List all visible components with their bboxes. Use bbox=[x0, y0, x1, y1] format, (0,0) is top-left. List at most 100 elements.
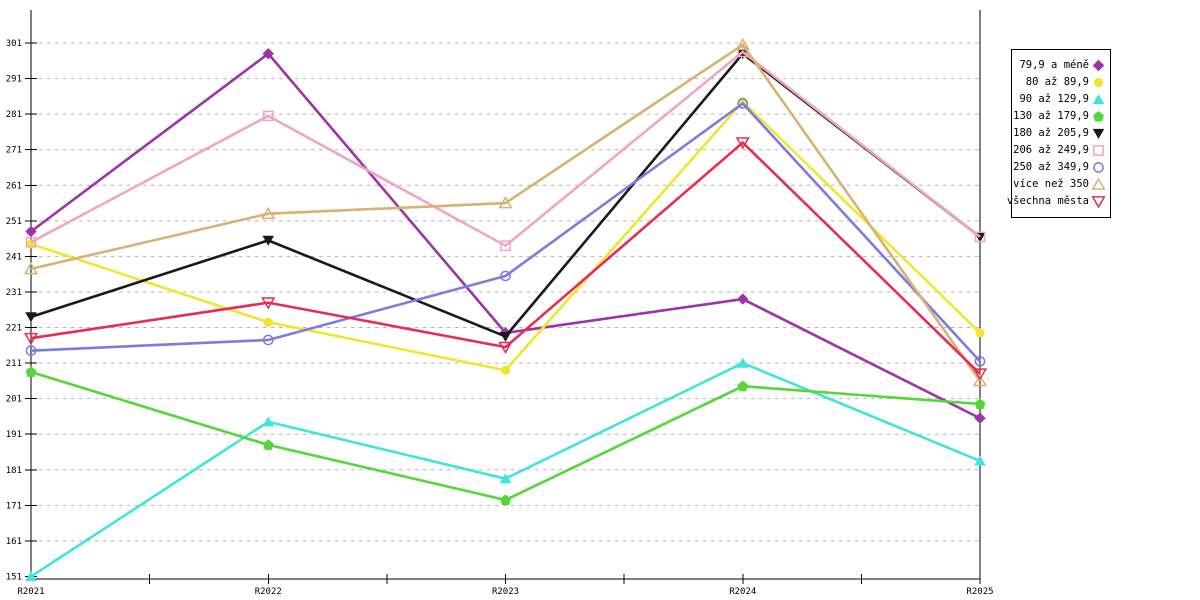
triangle-up-marker-icon bbox=[25, 571, 37, 582]
series-5 bbox=[25, 46, 986, 252]
series-line bbox=[30, 42, 982, 382]
diamond-legend-icon bbox=[1092, 59, 1105, 72]
triangle-down-marker-icon bbox=[1092, 196, 1105, 208]
triangle-up-marker-icon bbox=[736, 357, 749, 368]
triangle-down-marker-icon bbox=[1092, 128, 1105, 139]
series-8 bbox=[23, 137, 988, 381]
y-tick-label: 191 bbox=[6, 430, 22, 440]
triangle-up-legend-icon bbox=[1092, 94, 1105, 105]
series-2 bbox=[25, 357, 986, 582]
square-marker-icon bbox=[974, 231, 986, 243]
circle-marker-icon bbox=[974, 355, 986, 367]
series-line bbox=[30, 50, 981, 248]
circle-legend-icon bbox=[1093, 77, 1104, 88]
triangle-up-marker-icon bbox=[1092, 178, 1105, 190]
y-axis-ticks: 151 161 171 181 191 201 211 221 231 241 251 261 271 2… bbox=[6, 39, 37, 583]
legend-item-label: 250 až 349,9 bbox=[1013, 161, 1089, 173]
y-tick-label: 161 bbox=[6, 537, 22, 547]
y-tick-label: 291 bbox=[6, 75, 22, 85]
series-3 bbox=[25, 366, 986, 506]
y-tick-label: 261 bbox=[6, 181, 22, 191]
triangle-down-marker-icon bbox=[23, 332, 39, 346]
legend-item: 206 až 249,9 bbox=[1013, 142, 1105, 159]
legend-item: všechna města bbox=[1007, 193, 1105, 210]
circle-marker-icon bbox=[500, 365, 511, 375]
triangle-down-marker-icon bbox=[736, 49, 749, 60]
x-tick-label: R2024 bbox=[729, 587, 756, 597]
y-tick-label: 301 bbox=[6, 39, 22, 49]
triangle-down-marker-icon bbox=[261, 297, 276, 310]
y-tick-label: 281 bbox=[6, 110, 22, 120]
x-axis-ticks: R2021 R2022 R2023 R2024 R2025 bbox=[17, 574, 994, 597]
pentagon-marker-icon bbox=[25, 366, 37, 377]
y-tick-label: 241 bbox=[6, 252, 22, 262]
square-marker-icon bbox=[25, 236, 37, 248]
diamond-marker-icon bbox=[974, 412, 986, 424]
x-tick-label: R2023 bbox=[492, 587, 519, 597]
circle-marker-icon bbox=[25, 345, 37, 357]
chart-legend: 79,9 a méně 80 až 89,9 90 až 129,9 130 až 1… bbox=[1007, 49, 1111, 218]
triangle-down-marker-icon bbox=[25, 312, 37, 323]
pentagon-marker-icon bbox=[974, 398, 986, 410]
legend-item-label: více než 350 bbox=[1013, 178, 1089, 190]
triangle-up-marker-icon bbox=[262, 416, 275, 427]
circle-marker-icon bbox=[500, 270, 511, 282]
triangle-up-marker-icon bbox=[972, 373, 988, 387]
legend-item: 80 až 89,9 bbox=[1015, 74, 1105, 91]
pentagon-marker-icon bbox=[500, 494, 511, 506]
triangle-up-marker-icon bbox=[23, 261, 39, 275]
diamond-marker-icon bbox=[25, 225, 37, 238]
legend-item: 79,9 a méně bbox=[1015, 57, 1105, 74]
circle-marker-icon bbox=[262, 334, 274, 346]
pentagon-legend-icon bbox=[1093, 110, 1104, 122]
square-marker-icon bbox=[1093, 145, 1104, 156]
legend-item-label: 80 až 89,9 bbox=[1025, 76, 1089, 88]
y-tick-label: 151 bbox=[6, 573, 22, 583]
circle-marker-icon bbox=[737, 98, 749, 109]
y-tick-label: 171 bbox=[6, 501, 22, 511]
legend-item-label: 130 až 179,9 bbox=[1013, 110, 1089, 122]
x-tick-label: R2021 bbox=[17, 587, 44, 597]
triangle-down-marker-icon bbox=[262, 235, 275, 246]
diamond-marker-icon bbox=[262, 47, 274, 60]
series-6 bbox=[25, 98, 986, 367]
triangle-down-marker-icon bbox=[972, 368, 988, 381]
triangle-up-marker-icon bbox=[499, 473, 512, 484]
series-4 bbox=[25, 49, 986, 342]
triangle-up-marker-icon bbox=[261, 206, 276, 220]
legend-item: 250 až 349,9 bbox=[1013, 159, 1105, 176]
series-7 bbox=[23, 37, 988, 387]
y-tick-label: 231 bbox=[6, 288, 22, 298]
x-tick-label: R2022 bbox=[255, 587, 282, 597]
pentagon-marker-icon bbox=[1093, 110, 1104, 122]
legend-item: 90 až 129,9 bbox=[1015, 91, 1105, 108]
square-legend-icon bbox=[1093, 145, 1104, 156]
square-marker-icon bbox=[262, 110, 274, 122]
circle-legend-icon bbox=[1093, 162, 1104, 173]
series-line bbox=[30, 101, 981, 363]
triangle-down-legend-icon bbox=[1092, 196, 1105, 208]
triangle-up-legend-icon bbox=[1092, 178, 1105, 190]
triangle-down-legend-icon bbox=[1092, 128, 1105, 139]
circle-marker-icon bbox=[263, 317, 273, 327]
y-tick-label: 271 bbox=[6, 146, 22, 156]
legend-item-label: všechna města bbox=[1006, 195, 1089, 207]
axes bbox=[30, 10, 981, 580]
y-tick-label: 211 bbox=[6, 359, 22, 369]
pentagon-marker-icon bbox=[262, 439, 274, 450]
square-marker-icon bbox=[500, 240, 511, 252]
y-tick-label: 251 bbox=[6, 217, 22, 227]
triangle-up-marker-icon bbox=[974, 455, 986, 466]
legend-item: 180 až 205,9 bbox=[1013, 125, 1105, 142]
diamond-marker-icon bbox=[1092, 59, 1105, 72]
legend-item: více než 350 bbox=[1013, 176, 1105, 193]
legend-item: 130 až 179,9 bbox=[1013, 108, 1105, 125]
legend-item-label: 180 až 205,9 bbox=[1013, 127, 1089, 139]
circle-marker-icon bbox=[975, 328, 985, 338]
legend-item-label: 90 až 129,9 bbox=[1019, 93, 1089, 105]
triangle-up-marker-icon bbox=[1092, 94, 1105, 105]
pentagon-marker-icon bbox=[737, 380, 749, 392]
legend-item-label: 206 až 249,9 bbox=[1013, 144, 1089, 156]
